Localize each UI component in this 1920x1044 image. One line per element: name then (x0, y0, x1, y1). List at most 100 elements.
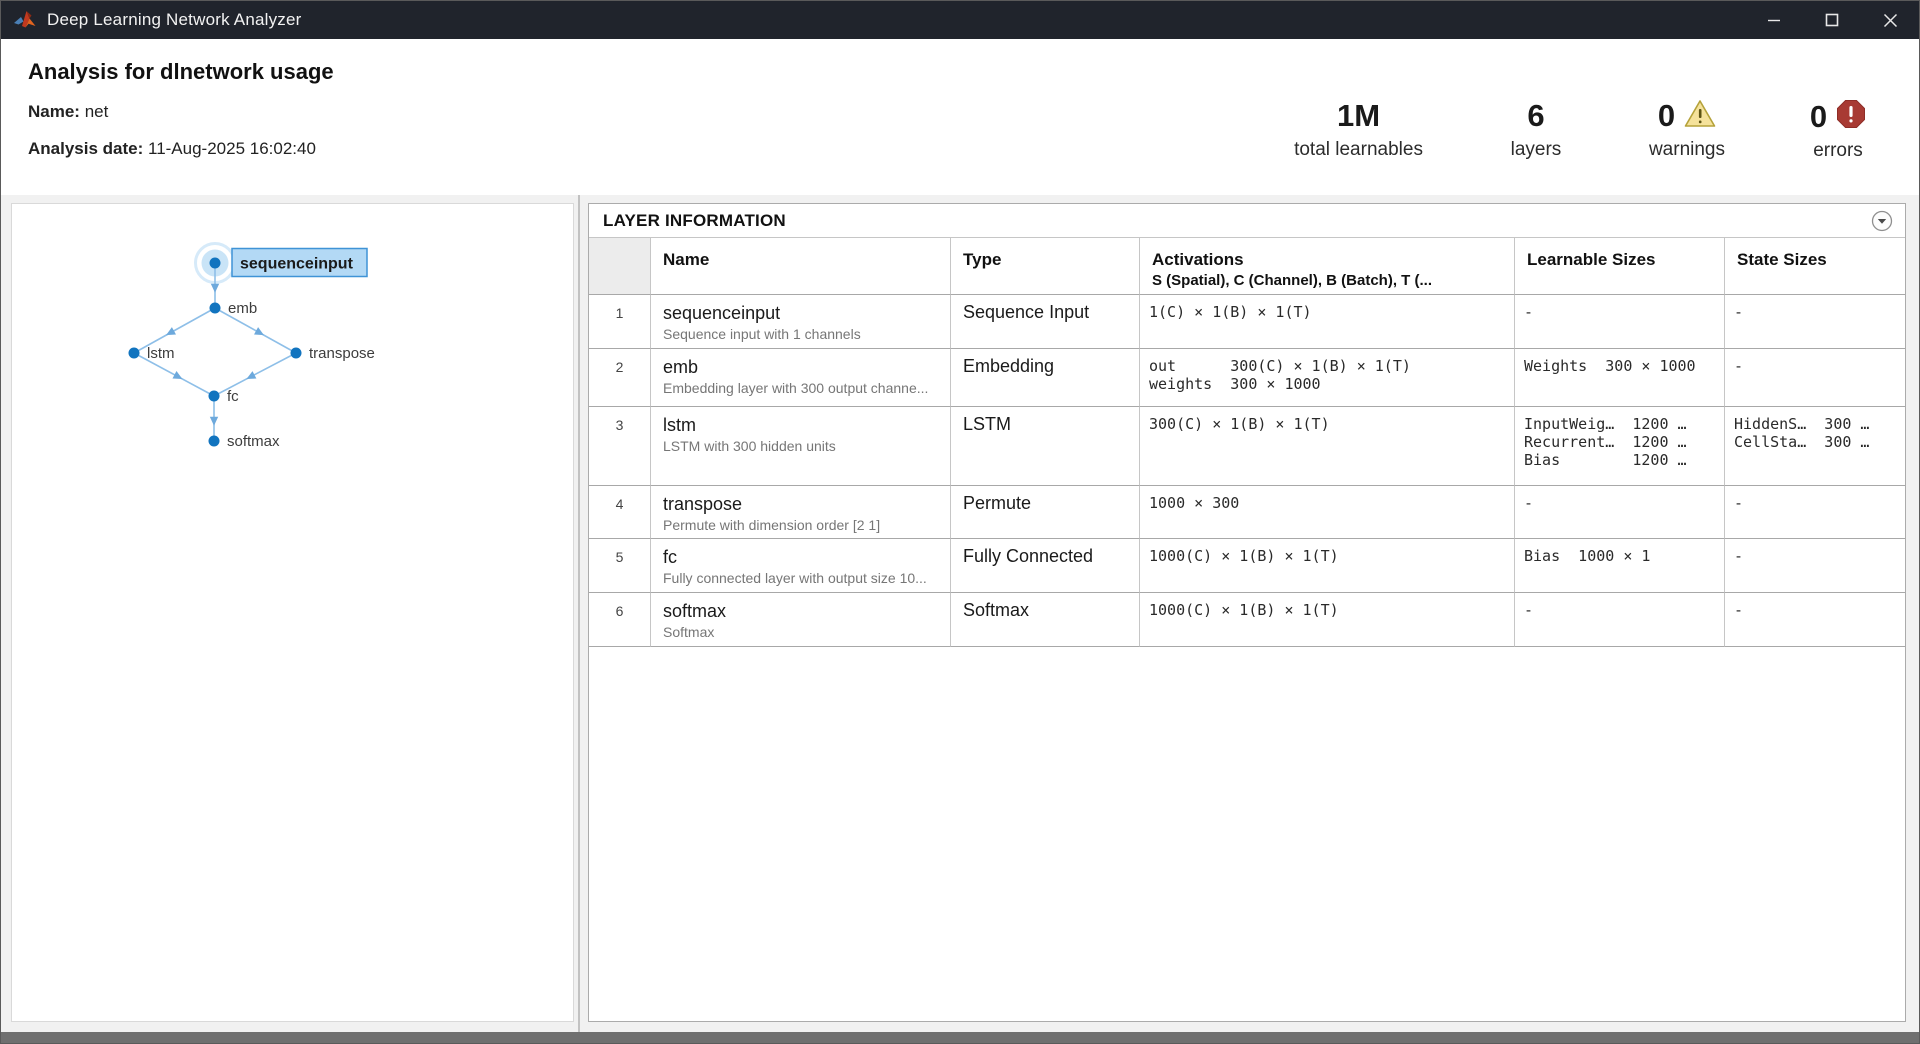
edge-arrow-icon (210, 283, 220, 293)
row-number-cell: 6 (589, 593, 651, 647)
layer-name: emb (663, 357, 699, 377)
edge-arrow-icon (172, 371, 183, 380)
layer-information-panel: LAYER INFORMATION Name Type Activations … (588, 203, 1906, 1022)
layer-description: LSTM with 300 hidden units (663, 438, 836, 454)
node-label-lstm[interactable]: lstm (147, 345, 175, 362)
close-button[interactable] (1861, 1, 1919, 39)
layer-node-softmax[interactable] (208, 435, 220, 447)
node-label-emb[interactable]: emb (228, 300, 257, 317)
column-header-type[interactable]: Type (951, 238, 1140, 295)
type-cell: Permute (951, 486, 1140, 539)
activations-cell: 300(C) × 1(B) × 1(T) (1140, 407, 1515, 486)
table-row[interactable]: 6 softmax Softmax Softmax 1000(C) × 1(B) × 1… (589, 593, 1905, 647)
name-cell: lstm LSTM with 300 hidden units (651, 407, 951, 486)
learnable-sizes-cell: - (1515, 593, 1725, 647)
layer-description: Sequence input with 1 channels (663, 326, 861, 342)
activations-cell: out 300(C) × 1(B) × 1(T) weights 300 × 1… (1140, 349, 1515, 407)
name-cell: emb Embedding layer with 300 output chann… (651, 349, 951, 407)
table-row[interactable]: 5 fc Fully connected layer with output siz… (589, 539, 1905, 593)
edge-arrow-icon (209, 416, 219, 426)
date-label: Analysis date: (28, 139, 144, 158)
learnable-sizes-cell: Weights 300 × 1000 (1515, 349, 1725, 407)
layer-name: sequenceinput (663, 303, 781, 323)
state-sizes-cell: - (1725, 593, 1905, 647)
name-value: net (84, 102, 109, 121)
activations-cell: 1000(C) × 1(B) × 1(T) (1140, 593, 1515, 647)
column-header-name[interactable]: Name (651, 238, 951, 295)
learnable-sizes-cell: - (1515, 486, 1725, 539)
table-row[interactable]: 3 lstm LSTM with 300 hidden units LSTM 300(C… (589, 407, 1905, 486)
table-row[interactable]: 2 emb Embedding layer with 300 output chan… (589, 349, 1905, 407)
error-icon (1836, 99, 1866, 134)
maximize-button[interactable] (1803, 1, 1861, 39)
learnable-sizes-cell: Bias 1000 × 1 (1515, 539, 1725, 593)
layers-label: layers (1510, 139, 1562, 160)
layer-table: Name Type Activations S (Spatial), C (Ch… (589, 238, 1905, 647)
type-cell: LSTM (951, 407, 1140, 486)
row-number-cell: 5 (589, 539, 651, 593)
window-bottom-edge (1, 1032, 1919, 1043)
stat-total-learnables: 1M total learnables (1294, 99, 1423, 162)
layer-table-empty-area (589, 647, 1905, 1021)
layer-name: transpose (663, 494, 743, 514)
column-header-state-sizes[interactable]: State Sizes (1725, 238, 1905, 295)
layer-node-fc[interactable] (208, 390, 220, 402)
name-cell: transpose Permute with dimension order [2… (651, 486, 951, 539)
network-name-line: Name: net (28, 102, 1919, 122)
minimize-button[interactable] (1745, 1, 1803, 39)
edge-arrow-icon (246, 371, 257, 379)
name-cell: softmax Softmax (651, 593, 951, 647)
summary-stats: 1M total learnables 6 layers 0 (1294, 99, 1873, 162)
node-label-sequenceinput[interactable]: sequenceinput (240, 256, 354, 273)
network-diagram[interactable]: sequenceinput emb lstm transpose fc softmax (12, 204, 573, 1021)
edge (214, 307, 297, 354)
activations-cell: 1000 × 300 (1140, 486, 1515, 539)
row-number-cell: 1 (589, 295, 651, 349)
date-value: 11-Aug-2025 16:02:40 (148, 139, 316, 158)
node-label-fc[interactable]: fc (227, 388, 239, 405)
layer-table-body: 1 sequenceinput Sequence input with 1 chan… (589, 295, 1905, 647)
learnable-sizes-cell: InputWeig… 1200 … Recurrent… 1200 … Bias… (1515, 407, 1725, 486)
layer-description: Embedding layer with 300 output channe..… (663, 380, 929, 396)
panel-splitter[interactable] (578, 195, 580, 1034)
stat-layers: 6 layers (1501, 99, 1571, 162)
row-number-cell: 2 (589, 349, 651, 407)
edge (133, 307, 216, 354)
node-label-softmax[interactable]: softmax (227, 433, 280, 450)
layer-table-header-row: Name Type Activations S (Spatial), C (Ch… (589, 238, 1905, 295)
layer-node-sequenceinput[interactable] (209, 257, 221, 269)
layer-node-lstm[interactable] (128, 347, 140, 359)
table-row[interactable]: 4 transpose Permute with dimension order [… (589, 486, 1905, 539)
layer-description: Fully connected layer with output size 1… (663, 570, 927, 586)
row-number-cell: 3 (589, 407, 651, 486)
total-learnables-value: 1M (1336, 98, 1381, 133)
state-sizes-cell: - (1725, 486, 1905, 539)
state-sizes-cell: - (1725, 295, 1905, 349)
name-label: Name: (28, 102, 80, 121)
node-label-transpose[interactable]: transpose (309, 345, 375, 362)
column-header-learnable-sizes[interactable]: Learnable Sizes (1515, 238, 1725, 295)
header-corner-cell (589, 238, 651, 295)
title-bar: Deep Learning Network Analyzer (1, 1, 1919, 39)
errors-value: 0 (1809, 98, 1828, 134)
layers-value: 6 (1527, 98, 1545, 133)
column-header-activations[interactable]: Activations S (Spatial), C (Channel), B … (1140, 238, 1515, 295)
layer-name: lstm (663, 415, 696, 435)
window-controls (1745, 1, 1919, 39)
layer-description: Softmax (663, 624, 715, 640)
layer-node-transpose[interactable] (290, 347, 302, 359)
layer-name: softmax (663, 601, 727, 621)
activations-cell: 1000(C) × 1(B) × 1(T) (1140, 539, 1515, 593)
collapse-panel-button[interactable] (1871, 210, 1893, 232)
layer-node-emb[interactable] (209, 302, 221, 314)
edge-arrow-icon (254, 327, 264, 336)
errors-label: errors (1813, 140, 1863, 161)
warnings-label: warnings (1648, 139, 1725, 160)
type-cell: Softmax (951, 593, 1140, 647)
analysis-header: Analysis for dlnetwork usage Name: net A… (1, 39, 1919, 195)
name-cell: fc Fully connected layer with output size… (651, 539, 951, 593)
table-row[interactable]: 1 sequenceinput Sequence input with 1 chan… (589, 295, 1905, 349)
type-cell: Embedding (951, 349, 1140, 407)
selected-node-label-box[interactable] (231, 247, 368, 278)
stat-warnings: 0 warnings (1649, 99, 1725, 162)
